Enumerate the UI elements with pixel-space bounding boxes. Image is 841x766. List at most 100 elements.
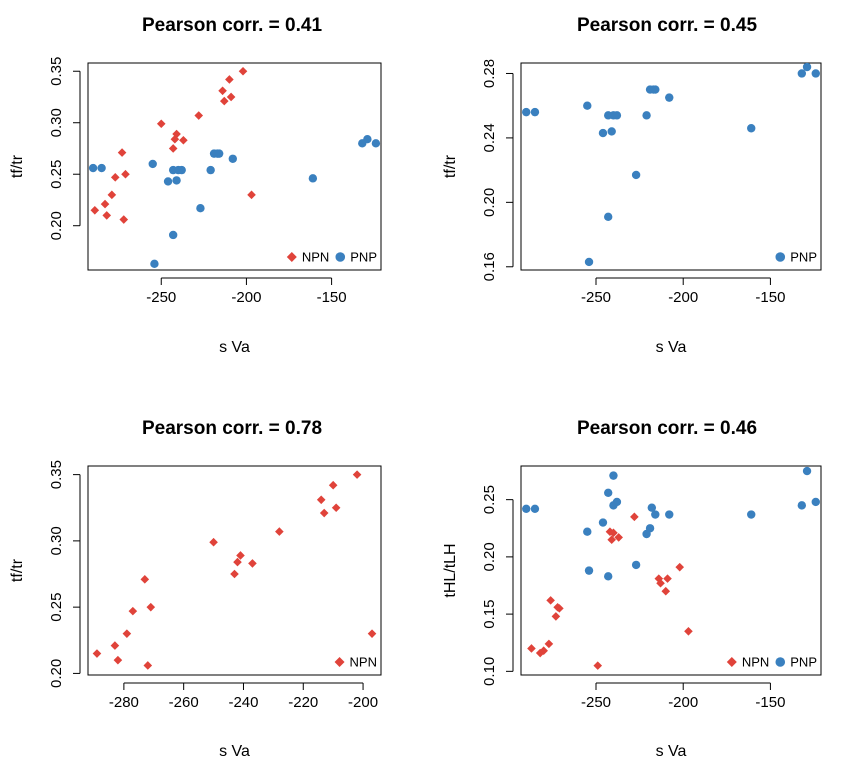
panel-3-point-npn: [248, 559, 257, 568]
panel-1-y-tick-label: 0.35: [48, 57, 65, 86]
panel-4-point-pnp: [647, 503, 657, 512]
panel-4-point-npn: [546, 596, 555, 605]
panel-3-title: Pearson corr. = 0.78: [142, 418, 322, 439]
panel-4-point-pnp: [645, 524, 655, 533]
panel-2-y-tick-label: 0.24: [481, 123, 498, 152]
panel-2-point-pnp: [530, 107, 540, 117]
panel-1-legend-marker-npn: [286, 252, 297, 262]
panel-2-y-tick-label: 0.20: [481, 188, 498, 217]
panel-1-point-npn: [102, 211, 112, 220]
panel-2-point-pnp: [811, 69, 820, 78]
panel-2-y-tick-label: 0.28: [481, 59, 498, 88]
panel-4-y-axis-label: tHL/tLH: [442, 543, 459, 597]
panel-3-x-tick-label: -280: [109, 694, 139, 711]
panel-1-legend-label-npn: NPN: [302, 250, 329, 265]
panel-4-x-axis-label: s Va: [656, 743, 687, 760]
panel-4-point-npn: [675, 562, 685, 572]
panel-3-y-tick-label: 0.30: [48, 526, 65, 555]
panel-3-y-tick-label: 0.25: [48, 593, 65, 622]
panel-4-y-tick-label: 0.10: [481, 657, 498, 686]
panel-2-point-pnp: [797, 69, 807, 78]
panel-4-point-npn: [551, 612, 561, 621]
panel-3-point-npn: [367, 629, 377, 638]
panel-1-point-pnp: [168, 230, 178, 240]
panel-2-x-axis-label: s Va: [656, 339, 687, 356]
panel-4-point-npn: [539, 646, 548, 656]
panel-2-y-axis-label: tf/tr: [442, 154, 459, 178]
panel-1-point-npn: [247, 190, 256, 200]
panel-1-point-npn: [121, 169, 130, 179]
panel-1-point-pnp: [371, 139, 381, 148]
panel-3-point-npn: [275, 527, 284, 536]
panel-2-x-tick-label: -200: [668, 289, 698, 306]
panel-1-point-pnp: [163, 177, 173, 186]
panel-3-point-npn: [328, 480, 338, 490]
panel-3-point-npn: [352, 470, 362, 479]
panel-1-x-axis-label: s Va: [219, 339, 250, 356]
panel-2-point-pnp: [607, 127, 616, 136]
panel-1-point-npn: [194, 111, 204, 120]
panel-2-point-pnp: [747, 124, 756, 133]
panel-4-point-npn: [661, 586, 671, 596]
panel-3-point-npn: [319, 508, 329, 518]
panel-4-point-pnp: [530, 504, 540, 514]
panel-1-point-npn: [219, 96, 229, 106]
panel-1-point-npn: [179, 135, 188, 145]
panel-3-plot-frame: [87, 465, 382, 676]
panel-1-point-pnp: [206, 165, 215, 175]
panel-1-point-npn: [100, 199, 110, 209]
panel-1-point-npn: [238, 66, 248, 76]
panel-2-x-tick-label: -250: [581, 289, 611, 306]
panel-3-point-npn: [233, 557, 242, 567]
panel-3-point-npn: [113, 655, 123, 665]
panel-2-point-pnp: [583, 101, 592, 110]
panel-1-legend-label-pnp: PNP: [350, 250, 377, 265]
panel-1-point-pnp: [97, 163, 106, 173]
panel-1-point-npn: [90, 205, 100, 215]
panel-2-point-pnp: [584, 257, 594, 267]
panel-1-point-pnp: [148, 159, 157, 169]
panel-2-point-pnp: [604, 212, 613, 222]
panel-4-point-pnp: [598, 518, 608, 527]
panel-2-title: Pearson corr. = 0.45: [577, 15, 758, 36]
panel-4-point-npn: [656, 578, 665, 588]
panel-2-point-pnp: [651, 85, 660, 94]
panel-4-point-npn: [614, 533, 623, 542]
panel-1-point-npn: [168, 144, 178, 153]
panel-3-point-npn: [146, 602, 156, 612]
panel-4-x-tick-label: -250: [581, 694, 611, 711]
panel-4-point-npn: [593, 661, 603, 670]
panel-4-point-pnp: [604, 572, 613, 581]
panel-3-point-npn: [236, 551, 245, 560]
panel-1-y-tick-label: 0.30: [48, 108, 65, 137]
panel-4-point-npn: [609, 528, 618, 538]
panel-1-point-npn: [110, 173, 120, 182]
panel-4-legend-marker-npn: [726, 657, 737, 667]
panel-3-legend-label-npn: NPN: [350, 655, 377, 670]
panel-1-point-npn: [107, 190, 117, 200]
panel-1-x-tick-label: -200: [231, 289, 261, 306]
panel-2-point-pnp: [642, 111, 651, 120]
panel-2-point-pnp: [612, 111, 622, 120]
panel-2-point-pnp: [802, 62, 812, 72]
panel-1-point-pnp: [88, 163, 98, 173]
panel-4-point-npn: [663, 574, 672, 583]
panel-1-title: Pearson corr. = 0.41: [142, 15, 323, 36]
panel-1-legend-marker-pnp: [335, 252, 346, 262]
panel-2-x-tick-label: -150: [755, 289, 785, 306]
panel-4-legend-label-pnp: PNP: [790, 655, 817, 670]
panel-3-point-npn: [110, 641, 120, 650]
panel-3-point-npn: [209, 537, 218, 547]
panel-2-point-pnp: [598, 128, 608, 138]
panel-1-point-npn: [218, 86, 227, 96]
panel-1-point-npn: [117, 148, 127, 157]
panel-4-point-pnp: [612, 497, 622, 507]
panel-2-point-pnp: [522, 107, 531, 117]
panel-2-legend-label-pnp: PNP: [790, 250, 817, 265]
panel-4-point-pnp: [522, 504, 531, 514]
panel-1-x-tick-label: -250: [146, 289, 176, 306]
panel-1-point-pnp: [172, 176, 181, 185]
panel-4-point-pnp: [583, 527, 592, 536]
panel-3-y-tick-label: 0.20: [48, 659, 65, 688]
panel-4-point-pnp: [604, 488, 613, 497]
